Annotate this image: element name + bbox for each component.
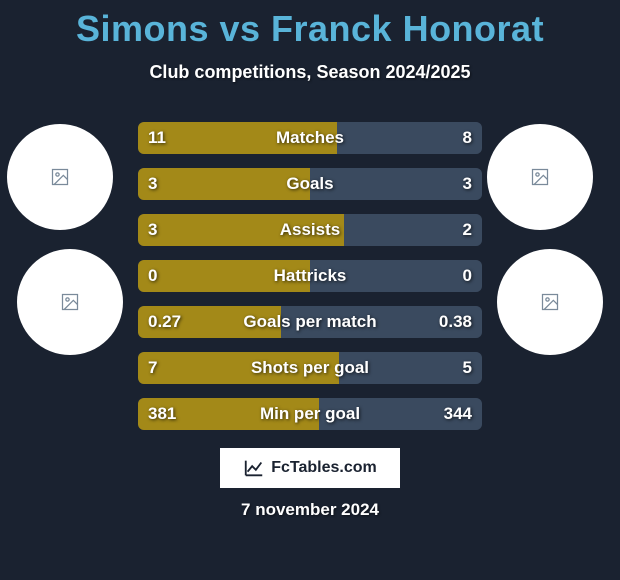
stat-label: Matches <box>138 122 482 154</box>
placeholder-image-icon <box>50 167 70 187</box>
stat-label: Min per goal <box>138 398 482 430</box>
player1-face-avatar <box>7 124 113 230</box>
stat-row: 75Shots per goal <box>138 352 482 384</box>
stat-row: 118Matches <box>138 122 482 154</box>
stat-label: Assists <box>138 214 482 246</box>
date-text: 7 november 2024 <box>0 500 620 520</box>
stats-container: 118Matches 33Goals 32Assists 00Hattricks 0.2… <box>138 122 482 444</box>
stat-label: Goals <box>138 168 482 200</box>
player2-club-avatar <box>497 249 603 355</box>
logo-box: FcTables.com <box>220 448 400 488</box>
logo-text: FcTables.com <box>271 459 377 477</box>
player1-club-avatar <box>17 249 123 355</box>
stat-row: 381344Min per goal <box>138 398 482 430</box>
placeholder-image-icon <box>540 292 560 312</box>
placeholder-image-icon <box>60 292 80 312</box>
page-title: Simons vs Franck Honorat <box>0 0 620 50</box>
stat-row: 32Assists <box>138 214 482 246</box>
stat-row: 33Goals <box>138 168 482 200</box>
placeholder-image-icon <box>530 167 550 187</box>
stat-row: 0.270.38Goals per match <box>138 306 482 338</box>
page-subtitle: Club competitions, Season 2024/2025 <box>0 62 620 83</box>
chart-icon <box>243 457 265 479</box>
player2-face-avatar <box>487 124 593 230</box>
stat-label: Goals per match <box>138 306 482 338</box>
stat-row: 00Hattricks <box>138 260 482 292</box>
stat-label: Hattricks <box>138 260 482 292</box>
stat-label: Shots per goal <box>138 352 482 384</box>
